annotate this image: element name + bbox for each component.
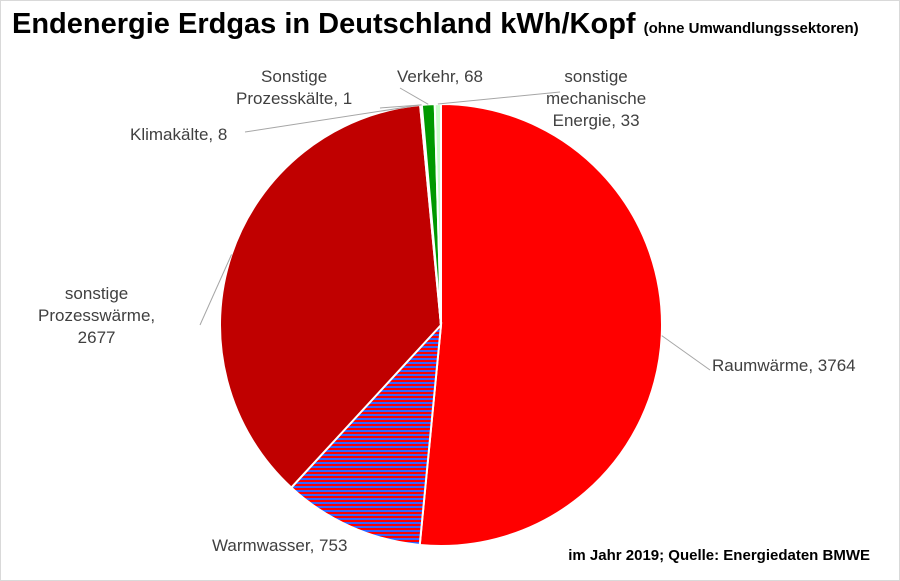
leader-line bbox=[399, 87, 429, 105]
leader-line bbox=[379, 104, 422, 109]
source-annotation: im Jahr 2019; Quelle: Energiedaten BMWE bbox=[568, 547, 870, 564]
title-text: Endenergie Erdgas in Deutschland kWh/Kop… bbox=[12, 8, 636, 40]
pie-slice bbox=[289, 322, 443, 547]
data-label-line: Klimakälte, 8 bbox=[130, 125, 228, 144]
data-label-line: Warmwasser, 753 bbox=[212, 536, 348, 555]
data-label-line: Prozesskälte, 1 bbox=[236, 89, 353, 108]
data-label-line: Raumwärme, 3764 bbox=[712, 356, 856, 375]
leader-line bbox=[199, 254, 233, 326]
data-label-line: Prozesswärme, bbox=[38, 306, 156, 325]
leader-line bbox=[661, 335, 711, 371]
data-label-line: Verkehr, 68 bbox=[397, 67, 484, 86]
data-label-prozesskaelte: Sonstige Prozesskälte, 1 bbox=[236, 66, 352, 110]
data-label-raumwaerme: Raumwärme, 3764 bbox=[712, 355, 856, 377]
leader-line bbox=[437, 91, 561, 105]
data-label-klimakaelte: Klimakälte, 8 bbox=[130, 124, 227, 146]
data-label-line: sonstige bbox=[64, 284, 129, 303]
subtitle-text: (ohne Umwandlungssektoren) bbox=[643, 20, 859, 37]
chart-title: Endenergie Erdgas in Deutschland kWh/Kop… bbox=[12, 8, 859, 41]
data-label-line: mechanische bbox=[546, 89, 647, 108]
data-label-mechanische-energie: sonstige mechanische Energie, 33 bbox=[546, 66, 646, 132]
leader-line bbox=[244, 104, 421, 133]
data-label-line: Sonstige bbox=[261, 67, 328, 86]
data-label-line: Energie, 33 bbox=[552, 111, 640, 130]
pie-slice bbox=[418, 102, 663, 547]
data-label-line: sonstige bbox=[564, 67, 628, 86]
data-label-prozesswaerme: sonstige Prozesswärme, 2677 bbox=[38, 283, 155, 349]
data-label-warmwasser: Warmwasser, 753 bbox=[212, 535, 347, 557]
data-label-verkehr: Verkehr, 68 bbox=[397, 66, 483, 88]
pie-slice bbox=[219, 103, 443, 490]
data-label-line: 2677 bbox=[77, 328, 116, 347]
